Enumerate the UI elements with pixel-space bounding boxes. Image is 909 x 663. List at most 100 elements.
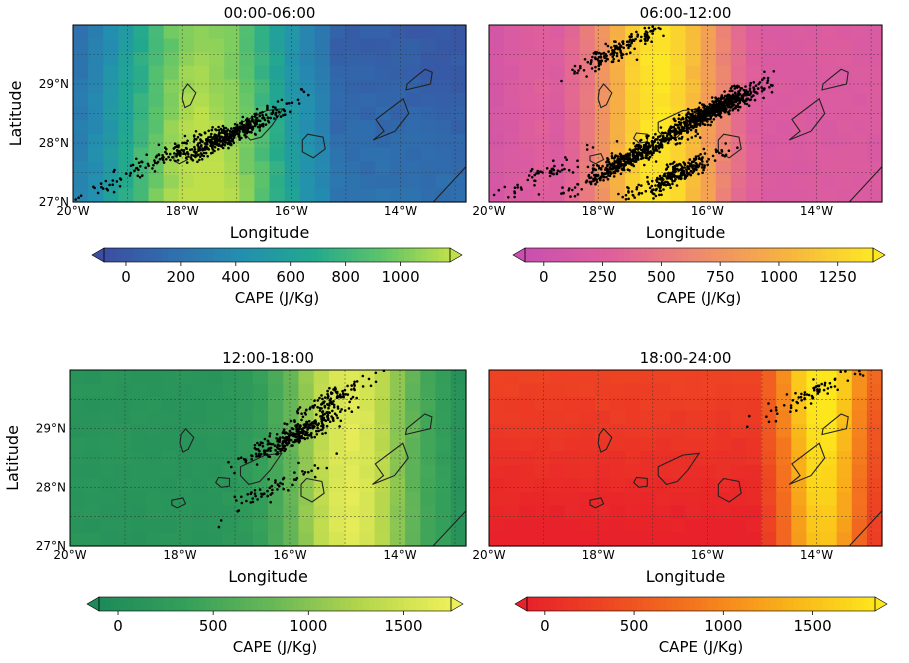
cape-cell <box>549 397 566 412</box>
lightning-strike <box>533 173 536 177</box>
cape-cell <box>851 120 868 135</box>
lightning-strike <box>654 145 658 148</box>
lightning-strike <box>593 176 597 180</box>
lightning-strike <box>789 404 793 407</box>
cape-cell <box>207 464 223 479</box>
cape-cell <box>405 25 422 40</box>
cape-cell <box>761 161 777 176</box>
lightning-strike <box>619 49 622 52</box>
cape-cell <box>435 437 452 452</box>
cape-cell <box>700 424 717 439</box>
colorbar-segment <box>190 248 197 262</box>
colorbar-segment <box>219 248 226 262</box>
colorbar-segment <box>637 597 644 611</box>
cape-cell <box>821 38 838 53</box>
lightning-strike <box>629 51 632 54</box>
cape-cell <box>715 370 732 385</box>
cape-cell <box>100 478 117 493</box>
cape-cell <box>360 161 376 176</box>
lightning-strike <box>326 416 330 419</box>
cape-cell <box>745 464 762 479</box>
lightning-strike <box>297 102 301 105</box>
cape-cell <box>222 370 239 385</box>
panel-title: 06:00-12:00 <box>640 4 732 22</box>
cape-cell <box>730 25 747 40</box>
colorbar-segment <box>670 248 677 262</box>
lightning-strike <box>283 113 287 116</box>
axes-frame <box>69 369 467 547</box>
colorbar-segment <box>150 248 157 262</box>
lightning-strike <box>736 98 739 101</box>
lightning-strike <box>338 393 342 397</box>
cape-cell <box>314 52 331 67</box>
lightning-strike <box>833 385 837 388</box>
cape-cell <box>549 370 566 385</box>
lightning-strike <box>644 39 647 42</box>
cape-cell <box>100 518 117 534</box>
lightning-strike <box>607 161 611 164</box>
colorbar-segment <box>144 248 151 262</box>
lightning-strike <box>768 86 771 89</box>
cape-cell <box>836 532 853 547</box>
cape-cell <box>609 93 626 108</box>
lightning-strike <box>332 400 335 403</box>
cape-cell <box>283 478 300 493</box>
cape-cell <box>806 106 823 121</box>
lightning-strike <box>636 33 640 36</box>
colorbar-tick-label: 250 <box>588 268 617 286</box>
cape-cell <box>836 491 853 506</box>
lightning-strike <box>243 133 246 137</box>
cape-cell <box>715 464 732 479</box>
colorbar-segment <box>809 248 816 262</box>
cape-cell <box>655 451 671 466</box>
lightning-strike <box>712 106 715 109</box>
cape-cell <box>269 174 286 189</box>
cape-cell <box>640 79 656 94</box>
lightning-strike <box>708 113 711 116</box>
cape-cell <box>594 25 611 40</box>
lightning-strike <box>242 458 246 461</box>
cape-cell <box>389 491 406 506</box>
lightning-strike <box>636 154 640 157</box>
cape-cell <box>389 397 406 412</box>
lightning-strike <box>253 489 257 492</box>
cape-cell <box>360 120 376 135</box>
cape-cell <box>209 161 225 176</box>
cape-cell <box>374 424 391 439</box>
lightning-strike <box>594 52 598 56</box>
lightning-strike <box>617 59 620 62</box>
lightning-strike <box>677 168 681 172</box>
colorbar-extend-max <box>450 596 464 612</box>
cape-cell <box>534 106 551 121</box>
lightning-strike <box>669 186 672 190</box>
lightning-strike <box>223 143 227 147</box>
cape-cell <box>625 451 641 466</box>
cape-cell <box>564 478 581 493</box>
colorbar-segment <box>838 248 845 262</box>
lightning-strike <box>710 104 713 108</box>
lightning-strike <box>217 132 221 136</box>
cape-cell <box>579 437 596 452</box>
cape-cell <box>420 188 437 203</box>
cape-cell <box>375 93 392 108</box>
cape-cell <box>821 133 838 149</box>
cape-cell <box>161 451 178 466</box>
lightning-strike <box>680 137 683 140</box>
lightning-strike <box>648 145 651 149</box>
cape-cell <box>534 52 551 67</box>
cape-cell <box>359 437 376 452</box>
colorbar-segment <box>115 248 122 262</box>
colorbar-segment <box>375 248 382 262</box>
lightning-strike <box>326 403 329 406</box>
colorbar-segment <box>617 248 625 262</box>
cape-cell <box>88 106 104 121</box>
lightning-strike <box>646 180 649 184</box>
cape-cell <box>193 65 210 81</box>
cape-cell <box>504 383 520 398</box>
cape-cell <box>715 174 732 189</box>
cape-cell <box>504 120 520 135</box>
cape-cell <box>345 52 361 67</box>
lightning-strike <box>513 190 516 193</box>
lightning-strike <box>264 449 268 453</box>
cape-cell <box>146 518 162 534</box>
